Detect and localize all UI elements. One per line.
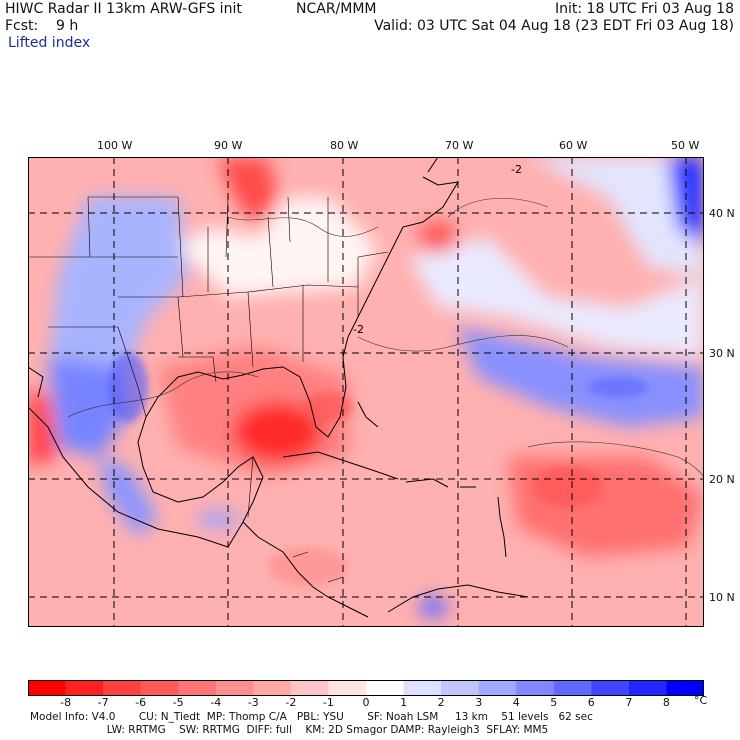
colorbar-labels: -8 -7 -6 -5 -4 -3 -2 -1 0 1 2 3 4 5 6 7 8 <box>28 696 704 710</box>
model-info-line-1: Model Info: V4.0 CU: N_Tiedt MP: Thomp C… <box>30 711 593 723</box>
center-label: NCAR/MMM <box>296 1 377 17</box>
lon-label-70w: 70 W <box>445 139 474 152</box>
colorbar-tick-label: -7 <box>97 696 109 709</box>
colorbar-swatch <box>103 680 142 696</box>
model-info-line-2: LW: RRTMG SW: RRTMG DIFF: full KM: 2D Sm… <box>30 724 549 736</box>
colorbar-tick-label: 3 <box>475 696 483 709</box>
contour-label: -2 <box>511 163 522 176</box>
colorbar <box>28 680 704 696</box>
colorbar-tick-label: -6 <box>135 696 147 709</box>
colorbar-tick-label: -3 <box>247 696 259 709</box>
colorbar-unit: °C <box>694 694 708 707</box>
colorbar-tick-label: -5 <box>172 696 184 709</box>
colorbar-swatch <box>516 680 555 696</box>
colorbar-swatch <box>628 680 667 696</box>
colorbar-swatch <box>591 680 630 696</box>
colorbar-swatch <box>441 680 480 696</box>
colorbar-tick-label: 1 <box>400 696 408 709</box>
lat-lon-grid <box>28 157 704 627</box>
contour-lines <box>67 198 704 478</box>
colorbar-tick-label: -1 <box>322 696 334 709</box>
colorbar-swatch <box>328 680 367 696</box>
colorbar-swatch <box>140 680 179 696</box>
colorbar-tick-label: 7 <box>625 696 633 709</box>
colorbar-swatch <box>366 680 405 696</box>
colorbar-tick-label: 0 <box>362 696 370 709</box>
lon-label-100w: 100 W <box>97 139 133 152</box>
colorbar-tick-label: 6 <box>587 696 595 709</box>
colorbar-swatch <box>290 680 329 696</box>
lon-label-50w: 50 W <box>671 139 700 152</box>
colorbar-swatch <box>178 680 217 696</box>
forecast-hour: Fcst: 9 h <box>5 18 79 34</box>
field-name: Lifted index <box>8 35 91 51</box>
colorbar-swatch <box>403 680 442 696</box>
colorbar-tick-label: -2 <box>285 696 297 709</box>
lon-label-90w: 90 W <box>214 139 243 152</box>
colorbar-swatch <box>553 680 592 696</box>
model-title: HIWC Radar II 13km ARW-GFS init <box>5 1 242 17</box>
colorbar-swatch <box>478 680 517 696</box>
colorbar-tick-label: -8 <box>60 696 72 709</box>
valid-time: Valid: 03 UTC Sat 04 Aug 18 (23 EDT Fri … <box>374 18 734 34</box>
lon-label-80w: 80 W <box>330 139 359 152</box>
colorbar-tick-label: 2 <box>437 696 445 709</box>
lat-label-10n: 10 N <box>709 591 735 604</box>
colorbar-tick-label: 4 <box>512 696 520 709</box>
lat-label-30n: 30 N <box>709 347 735 360</box>
coastlines <box>28 157 529 618</box>
colorbar-swatch <box>253 680 292 696</box>
political-borders <box>28 196 389 583</box>
colorbar-tick-label: 8 <box>662 696 670 709</box>
colorbar-tick-label: -4 <box>210 696 222 709</box>
lifted-index-map: -2 -2 <box>28 157 704 627</box>
map-frame <box>28 157 704 627</box>
init-time: Init: 18 UTC Fri 03 Aug 18 <box>554 1 734 17</box>
contour-label: -2 <box>353 323 364 336</box>
lon-label-60w: 60 W <box>559 139 588 152</box>
lat-label-20n: 20 N <box>709 473 735 486</box>
colorbar-swatch <box>666 680 704 696</box>
colorbar-tick-label: 5 <box>550 696 558 709</box>
lat-label-40n: 40 N <box>709 207 735 220</box>
colorbar-swatch <box>28 680 67 696</box>
colorbar-swatch <box>215 680 254 696</box>
colorbar-swatch <box>65 680 104 696</box>
